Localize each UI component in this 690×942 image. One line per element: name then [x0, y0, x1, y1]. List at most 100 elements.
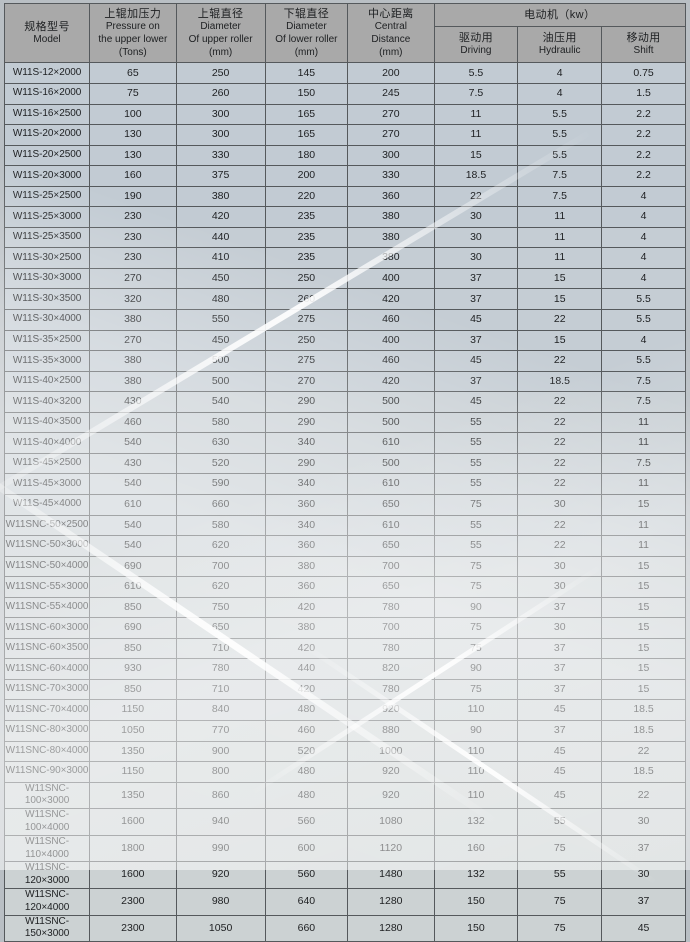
cell-model: W11S-25×2500 — [3, 185, 91, 208]
cell-motor-driving: 75 — [433, 555, 519, 578]
cell-upper-roller-diameter: 940 — [175, 808, 266, 836]
cell-model: W11S-16×2000 — [3, 83, 91, 105]
cell-motor-shift: 15 — [601, 658, 686, 680]
cell-motor-hydraulic: 30 — [517, 555, 603, 578]
column-header-model-cn: 规格型号 — [24, 20, 70, 33]
cell-motor-hydraulic: 22 — [517, 535, 603, 557]
cell-motor-driving: 55 — [433, 432, 519, 454]
cell-motor-hydraulic: 45 — [517, 761, 603, 783]
cell-motor-shift: 15 — [601, 678, 686, 701]
cell-motor-driving: 75 — [433, 576, 519, 598]
cell-lower-roller-diameter: 250 — [264, 267, 349, 290]
cell-model: W11S-30×4000 — [3, 309, 91, 331]
cell-upper-roller-diameter: 580 — [175, 411, 266, 434]
table-row: W11S-16×2500 100 300 165 270 11 5.5 2.2 — [3, 103, 686, 126]
cell-upper-roller-diameter: 300 — [175, 124, 266, 146]
table-row: W11SNC-60×3000 690 650 380 700 75 30 15 — [3, 617, 686, 639]
table-row: W11SNC-100×3000 1350 860 480 920 110 45 22 — [3, 781, 686, 810]
cell-central-distance: 380 — [347, 247, 435, 269]
cell-central-distance: 780 — [347, 637, 435, 660]
cell-motor-shift: 7.5 — [601, 370, 686, 393]
cell-central-distance: 1120 — [347, 834, 435, 863]
column-header-motor-driving-cn: 驱动用 — [458, 32, 494, 45]
cell-lower-roller-diameter: 220 — [264, 185, 349, 208]
cell-pressure: 1600 — [89, 861, 177, 889]
table-row: W11S-20×2500 130 330 180 300 15 5.5 2.2 — [3, 144, 686, 167]
cell-lower-roller-diameter: 235 — [264, 206, 349, 228]
header-row-motor-subcolumns: 驱动用 Driving 油压用 Hydraulic 移动用 Shift — [5, 25, 686, 64]
cell-motor-driving: 11 — [433, 103, 519, 126]
cell-pressure: 380 — [89, 370, 177, 393]
column-header-upper-roller-unit: (mm) — [208, 46, 233, 58]
cell-central-distance: 460 — [347, 350, 435, 372]
cell-pressure: 270 — [89, 329, 177, 352]
column-header-pressure: 上辊加压力 Pressure on the upper lower (Tons) — [89, 2, 177, 64]
cell-upper-roller-diameter: 650 — [175, 617, 266, 639]
column-header-central-distance-en-line1: Central — [374, 21, 407, 33]
cell-model: W11SNC-120×3000 — [3, 861, 91, 889]
cell-upper-roller-diameter: 450 — [175, 329, 266, 352]
cell-central-distance: 460 — [347, 309, 435, 331]
cell-motor-shift: 4 — [601, 206, 686, 228]
cell-upper-roller-diameter: 520 — [175, 452, 266, 475]
cell-model: W11S-45×4000 — [3, 493, 91, 516]
cell-motor-hydraulic: 5.5 — [517, 124, 603, 146]
cell-motor-driving: 110 — [433, 761, 519, 783]
cell-pressure: 130 — [89, 144, 177, 167]
column-header-lower-roller-diameter: 下辊直径 Diameter Of lower roller (mm) — [264, 2, 349, 64]
cell-lower-roller-diameter: 560 — [264, 808, 349, 836]
cell-upper-roller-diameter: 750 — [175, 596, 266, 619]
cell-upper-roller-diameter: 250 — [175, 62, 266, 85]
cell-motor-shift: 1.5 — [601, 83, 686, 105]
cell-model: W11SNC-100×3000 — [3, 781, 91, 810]
cell-motor-hydraulic: 22 — [517, 514, 603, 537]
cell-motor-shift: 18.5 — [601, 699, 686, 721]
cell-motor-driving: 55 — [433, 535, 519, 557]
cell-model: W11SNC-60×3000 — [3, 617, 91, 639]
cell-lower-roller-diameter: 290 — [264, 452, 349, 475]
cell-motor-hydraulic: 55 — [517, 861, 603, 889]
cell-pressure: 690 — [89, 555, 177, 578]
cell-model: W11S-25×3500 — [3, 226, 91, 249]
cell-motor-driving: 11 — [433, 124, 519, 146]
cell-motor-driving: 150 — [433, 914, 519, 942]
cell-central-distance: 650 — [347, 576, 435, 598]
cell-motor-shift: 45 — [601, 914, 686, 942]
cell-lower-roller-diameter: 380 — [264, 555, 349, 578]
table-row: W11S-40×2500 380 500 270 420 37 18.5 7.5 — [3, 370, 686, 393]
cell-lower-roller-diameter: 480 — [264, 699, 349, 721]
cell-lower-roller-diameter: 235 — [264, 226, 349, 249]
cell-motor-driving: 7.5 — [433, 83, 519, 105]
cell-upper-roller-diameter: 860 — [175, 781, 266, 810]
cell-model: W11SNC-50×2500 — [3, 514, 91, 537]
cell-motor-shift: 11 — [601, 514, 686, 537]
cell-pressure: 1600 — [89, 808, 177, 836]
cell-central-distance: 1280 — [347, 914, 435, 942]
cell-motor-hydraulic: 45 — [517, 740, 603, 763]
cell-motor-driving: 45 — [433, 350, 519, 372]
column-header-lower-roller-en-line2: Of lower roller — [275, 33, 338, 45]
cell-central-distance: 610 — [347, 432, 435, 454]
cell-central-distance: 820 — [347, 658, 435, 680]
cell-model: W11SNC-80×3000 — [3, 719, 91, 742]
cell-motor-driving: 22 — [433, 185, 519, 208]
cell-model: W11SNC-80×4000 — [3, 740, 91, 763]
cell-motor-shift: 4 — [601, 267, 686, 290]
cell-motor-driving: 18.5 — [433, 165, 519, 187]
table-row: W11SNC-55×3000 610 620 360 650 75 30 15 — [3, 576, 686, 598]
table-row: W11S-40×3500 460 580 290 500 55 22 11 — [3, 411, 686, 434]
cell-motor-shift: 4 — [601, 329, 686, 352]
column-header-motor-hydraulic-cn: 油压用 — [542, 32, 577, 45]
table-row: W11S-35×3000 380 500 275 460 45 22 5.5 — [3, 350, 686, 372]
cell-motor-hydraulic: 5.5 — [517, 103, 603, 126]
cell-lower-roller-diameter: 560 — [264, 861, 349, 889]
cell-motor-shift: 15 — [601, 555, 686, 578]
cell-model: W11S-35×2500 — [3, 329, 91, 352]
cell-pressure: 610 — [89, 576, 177, 598]
cell-pressure: 690 — [89, 617, 177, 639]
cell-central-distance: 610 — [347, 473, 435, 495]
table-row: W11SNC-50×4000 690 700 380 700 75 30 15 — [3, 555, 686, 578]
cell-motor-shift: 4 — [601, 185, 686, 208]
table-row: W11SNC-110×4000 1800 990 600 1120 160 75 37 — [3, 834, 686, 863]
